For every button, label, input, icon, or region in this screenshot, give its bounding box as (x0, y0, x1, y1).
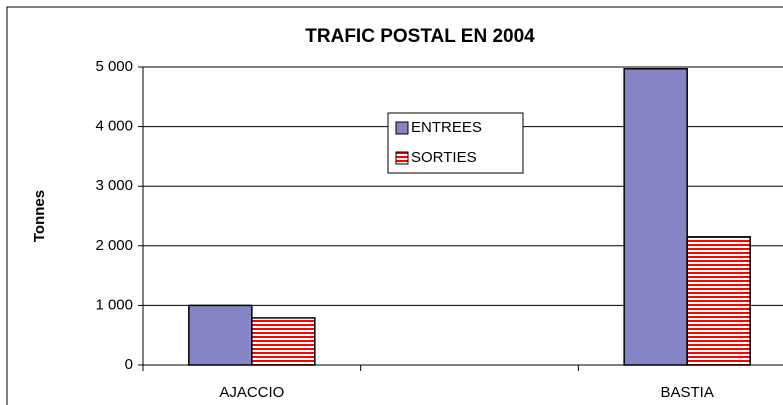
x-tick-label: AJACCIO (219, 384, 284, 401)
y-tick-label: 2 000 (95, 237, 133, 254)
legend-label: SORTIES (411, 149, 477, 166)
legend-swatch (395, 151, 409, 165)
bar (686, 236, 751, 366)
y-tick-label: 4 000 (95, 118, 133, 135)
x-tick-label: BASTIA (660, 384, 713, 401)
y-tick-label: 3 000 (95, 177, 133, 194)
legend-box (387, 112, 524, 174)
y-tick-label: 1 000 (95, 296, 133, 313)
legend-swatch (395, 121, 409, 135)
chart-title: TRAFIC POSTAL EN 2004 (305, 26, 535, 47)
y-axis-label: Tonnes (31, 190, 48, 242)
bar (188, 304, 253, 366)
bar (251, 317, 316, 366)
legend-label: ENTREES (411, 119, 482, 136)
bar (623, 68, 688, 366)
y-tick-label: 0 (125, 356, 133, 373)
y-tick-label: 5 000 (95, 58, 133, 75)
